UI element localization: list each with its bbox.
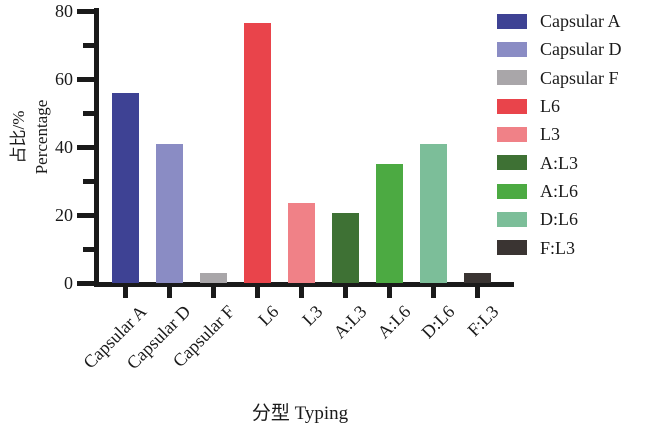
x-tick <box>210 287 216 298</box>
bar-l3 <box>287 203 315 283</box>
legend-label: L6 <box>540 96 560 117</box>
x-tick <box>342 287 348 298</box>
y-major-tick <box>77 280 94 286</box>
y-minor-tick <box>83 178 94 184</box>
legend-swatch <box>497 211 527 227</box>
bar-capsular-f <box>199 272 227 283</box>
legend-label: D:L6 <box>540 209 578 230</box>
bar-f-l3 <box>463 272 491 283</box>
legend-item: L3 <box>497 124 560 144</box>
legend-label: L3 <box>540 124 560 145</box>
legend-swatch <box>497 13 527 29</box>
x-tick <box>474 287 480 298</box>
y-major-tick <box>77 144 94 150</box>
legend-item: Capsular D <box>497 39 621 59</box>
y-major-tick <box>77 8 94 14</box>
y-tick-label: 60 <box>55 69 73 89</box>
y-tick-label: 40 <box>55 137 73 157</box>
legend-item: A:L3 <box>497 153 578 173</box>
x-tick <box>386 287 392 298</box>
legend-label: A:L3 <box>540 152 578 173</box>
legend-swatch <box>497 240 527 256</box>
legend-swatch <box>497 70 527 86</box>
legend-item: Capsular F <box>497 68 619 88</box>
legend-swatch <box>497 98 527 114</box>
legend-item: L6 <box>497 96 560 116</box>
legend-item: D:L6 <box>497 209 578 229</box>
y-tick-label: 0 <box>64 273 73 293</box>
legend-label: Capsular D <box>540 39 622 60</box>
bar-l6 <box>243 22 271 283</box>
legend-label: F:L3 <box>540 237 576 258</box>
legend-item: A:L6 <box>497 181 578 201</box>
legend-label: Capsular F <box>540 67 619 88</box>
legend-swatch <box>497 41 527 57</box>
y-major-tick <box>77 76 94 82</box>
x-axis-line <box>94 282 514 287</box>
bar-capsular-d <box>155 143 183 283</box>
legend-item: F:L3 <box>497 238 575 258</box>
legend-swatch <box>497 126 527 142</box>
x-tick <box>298 287 304 298</box>
y-minor-tick <box>83 246 94 252</box>
legend-swatch <box>497 155 527 171</box>
x-tick <box>430 287 436 298</box>
bar-a-l3 <box>331 213 359 283</box>
y-major-tick <box>77 212 94 218</box>
bar-a-l6 <box>375 164 403 283</box>
bar-d-l6 <box>419 143 447 283</box>
y-tick-label: 80 <box>55 1 73 21</box>
y-tick-label: 20 <box>55 205 73 225</box>
y-axis-line <box>94 8 99 287</box>
x-axis-title: 分型 Typing <box>251 403 349 424</box>
legend-swatch <box>497 183 527 199</box>
x-tick <box>254 287 260 298</box>
x-tick <box>166 287 172 298</box>
y-minor-tick <box>83 42 94 48</box>
legend-label: A:L6 <box>540 181 578 202</box>
y-minor-tick <box>83 110 94 116</box>
legend-item: Capsular A <box>497 11 621 31</box>
bar-capsular-a <box>111 92 139 283</box>
x-tick <box>122 287 128 298</box>
legend-label: Capsular A <box>540 11 621 31</box>
